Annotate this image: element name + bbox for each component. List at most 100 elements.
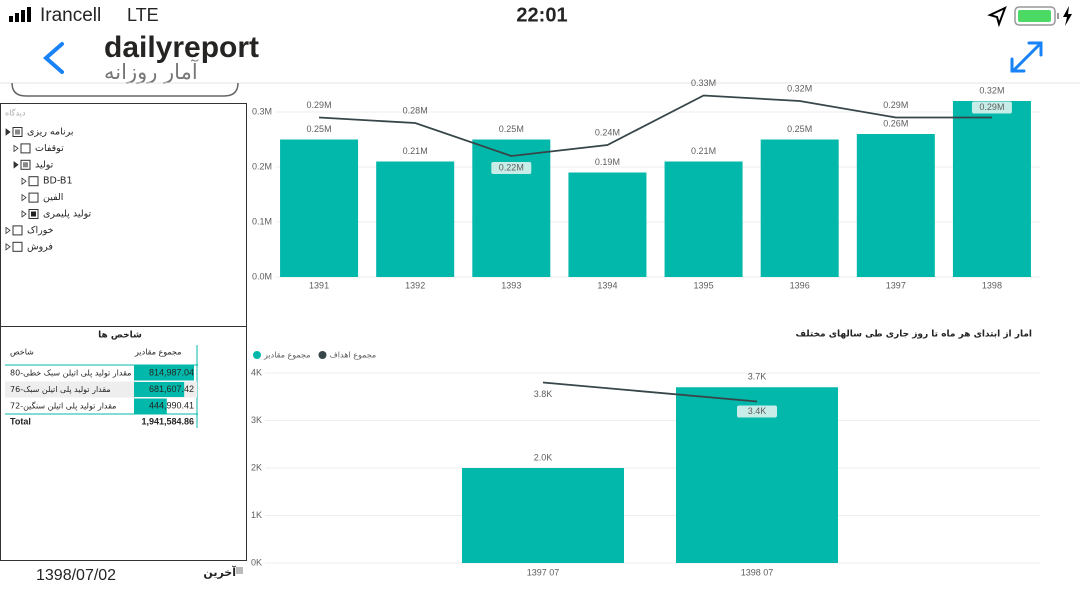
data-bar (134, 382, 185, 397)
line (542, 381, 758, 403)
line-value-label: 0.22M (499, 162, 524, 172)
tree-item[interactable]: الفین (43, 192, 63, 203)
row-label: مقدار تولید پلی اتیلن سبک خطی-80 (10, 369, 131, 378)
x-tick-label: 1398 (982, 280, 1002, 290)
y-tick-label: 0.2M (252, 161, 272, 171)
y-tick-label: 3K (251, 415, 262, 425)
tree: برنامه ریزی توقفات تولید BD-B1 الفین تولید پل… (5, 127, 92, 252)
checkbox[interactable] (28, 192, 39, 203)
x-tick-label: 1397 07 (527, 567, 560, 577)
battery-icon (1014, 6, 1072, 26)
bar-value-label: 0.26M (883, 118, 908, 128)
bar (462, 468, 624, 563)
data-bar (134, 398, 167, 414)
tree-item[interactable]: خوراک (27, 225, 54, 236)
tree-label: دیدگاه (5, 108, 26, 118)
x-tick-label: 1394 (597, 280, 617, 290)
y-tick-label: 0.1M (252, 216, 272, 226)
bar-value-label: 3.7K (748, 372, 767, 382)
y-tick-label: 0.0M (252, 271, 272, 281)
checkbox[interactable] (20, 143, 31, 154)
x-tick-label: 1398 07 (741, 567, 774, 577)
clock: 22:01 (516, 4, 567, 26)
total-value: 1,941,584.86 (141, 416, 194, 426)
tree-item[interactable]: BD-B1 (43, 176, 72, 187)
footer-label[interactable]: آخرین (203, 565, 236, 579)
bar-value-label: 0.25M (787, 124, 812, 134)
line-value-label: 0.33M (691, 78, 716, 88)
bar (472, 139, 551, 277)
expand-arrow[interactable] (21, 210, 27, 218)
bar-value-label: 0.32M (979, 85, 1004, 95)
x-tick-label: 1391 (309, 280, 329, 290)
line-value-label: 0.29M (883, 100, 908, 110)
signal-icon (9, 7, 31, 22)
x-tick-label: 1392 (405, 280, 425, 290)
checkbox[interactable] (28, 176, 39, 187)
bar-value-label: 0.19M (595, 157, 620, 167)
x-tick-label: 1397 (886, 280, 906, 290)
carrier: Irancell (40, 5, 101, 26)
line-value-label: 0.29M (979, 102, 1004, 112)
label-box (971, 101, 1012, 114)
row-label: مقدار تولید پلی اتیلن سبک-76 (10, 385, 111, 394)
bar (952, 101, 1031, 277)
line-value-label: 0.24M (595, 127, 620, 137)
expand-arrow[interactable] (21, 177, 27, 185)
column-header: شاخص (10, 348, 34, 357)
line-value-label: 3.8K (534, 389, 553, 399)
checkbox-fill (31, 211, 36, 217)
expand-arrow[interactable] (5, 243, 11, 251)
column-header: مجموع مقادیر (134, 348, 182, 357)
bar (376, 161, 455, 277)
tree-item[interactable]: برنامه ریزی (27, 127, 74, 138)
y-tick-label: 2K (251, 462, 262, 472)
row-label: مقدار تولید پلی اتیلن سنگین-72 (10, 401, 116, 411)
row-value: 444,990.41 (149, 400, 194, 410)
line (319, 94, 992, 157)
tree-item[interactable]: تولید پلیمری (43, 209, 92, 220)
row-value: 681,607.42 (149, 384, 194, 394)
checkbox-fill (15, 129, 20, 135)
line-value-label: 0.29M (307, 100, 332, 110)
line-value-label: 0.28M (403, 105, 428, 115)
footer-date: 1398/07/02 (36, 567, 116, 584)
tree-item[interactable]: فروش (27, 241, 53, 252)
expand-arrow[interactable] (5, 128, 11, 136)
location-icon (987, 6, 1007, 28)
checkbox-fill (23, 162, 28, 168)
back-button[interactable] (42, 42, 64, 74)
expand-arrow[interactable] (21, 193, 27, 202)
data-bar (134, 365, 194, 381)
line-value-label: 3.4K (748, 406, 767, 416)
report-title: dailyreport (104, 31, 259, 64)
checkbox[interactable] (12, 241, 23, 252)
y-tick-label: 0K (251, 557, 262, 567)
tree-item[interactable]: توقفات (35, 143, 64, 154)
bar-value-label: 0.21M (403, 146, 428, 156)
label-box (737, 405, 777, 418)
tree-item[interactable]: تولید (35, 159, 54, 170)
legend-label[interactable]: مجموع مقادیر (263, 351, 311, 360)
bar (568, 172, 647, 277)
expand-button[interactable] (1010, 41, 1043, 73)
x-tick-label: 1393 (501, 280, 521, 290)
bar (856, 134, 935, 277)
expand-arrow[interactable] (13, 144, 19, 153)
chart-title: امار از ابتدای هر ماه تا روز جاری طی سال… (796, 330, 1033, 340)
legend-marker (318, 351, 327, 359)
table: شاخص ها شاخص مجموع مقادیر مقدار تولید پلی ا… (5, 331, 198, 428)
bar (280, 139, 359, 277)
bar (664, 161, 743, 277)
x-tick-label: 1395 (694, 280, 714, 290)
bar-value-label: 0.25M (499, 124, 524, 134)
footer-checkbox[interactable] (236, 567, 243, 574)
network: LTE (127, 5, 159, 25)
legend-marker (253, 351, 261, 359)
legend-label[interactable]: مجموع اهداف (330, 351, 377, 360)
expand-arrow[interactable] (5, 226, 11, 235)
y-tick-label: 1K (251, 510, 262, 520)
checkbox[interactable] (12, 225, 23, 236)
expand-arrow[interactable] (13, 161, 19, 169)
